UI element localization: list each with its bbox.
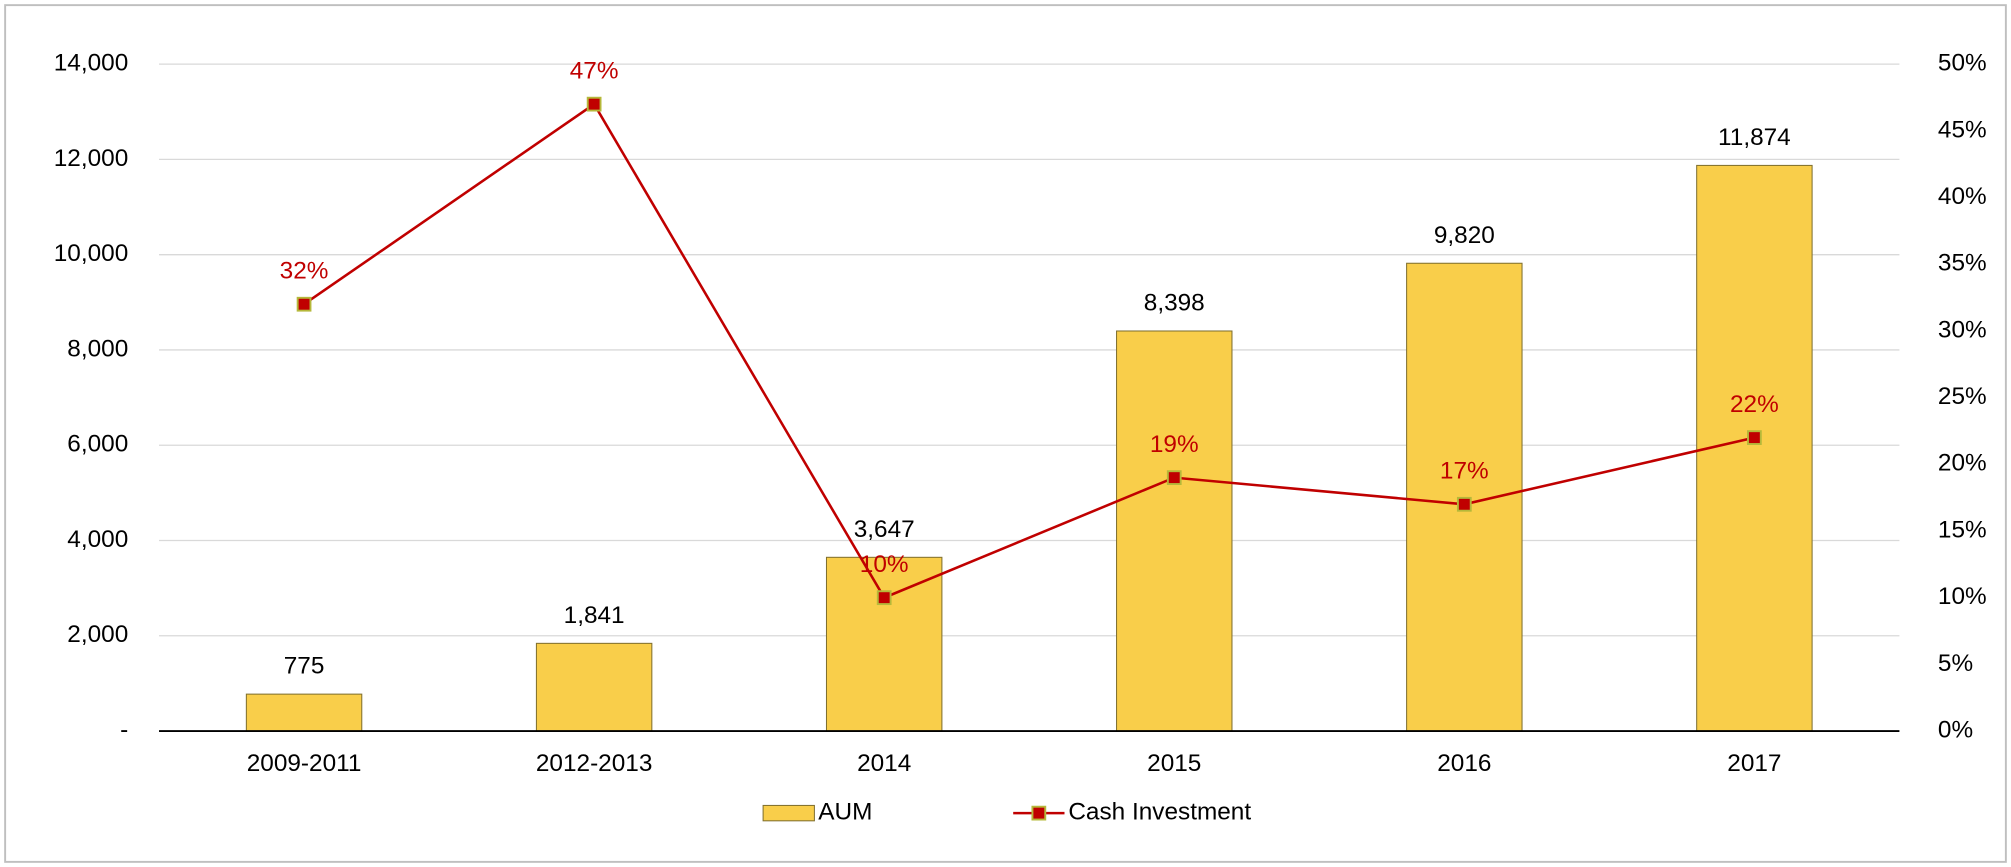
line-marker: [876, 590, 892, 606]
y2-tick-label: 5%: [1938, 650, 1973, 677]
line-marker: [1456, 496, 1472, 512]
bar: [825, 556, 943, 732]
y-tick-label: 14,000: [54, 50, 129, 77]
y-tick-label: 12,000: [54, 145, 129, 172]
line-value-label: 47%: [570, 58, 619, 85]
y-tick-label: 6,000: [67, 431, 128, 458]
x-tick-label: 2009-2011: [247, 750, 362, 777]
line: [303, 102, 1755, 600]
bar-value-label: 11,874: [1718, 124, 1791, 151]
line-value-label: 17%: [1440, 458, 1489, 485]
x-tick-label: 2017: [1727, 750, 1781, 777]
y-tick-label: 4,000: [67, 526, 128, 553]
bar-value-label: 1,841: [564, 602, 625, 629]
x-tick-label: 2014: [857, 750, 911, 777]
legend-marker: [1031, 805, 1047, 821]
line-marker: [1747, 430, 1762, 445]
y2-tick-label: 15%: [1938, 516, 1987, 543]
bar: [1116, 330, 1233, 732]
bar-value-label: 8,398: [1144, 289, 1205, 316]
line-marker: [586, 96, 602, 112]
line-value-label: 22%: [1730, 391, 1779, 418]
y2-tick-label: 10%: [1938, 583, 1987, 610]
line-value-label: 32%: [280, 258, 329, 285]
line-marker: [1166, 470, 1182, 485]
y-tick-label: -: [120, 716, 128, 743]
bar-value-label: 3,647: [854, 516, 915, 543]
bar-value-label: 9,820: [1434, 222, 1495, 249]
bar: [535, 642, 653, 732]
bar: [245, 693, 363, 732]
x-tick-label: 2015: [1147, 750, 1201, 777]
y2-tick-label: 45%: [1938, 116, 1987, 143]
y2-tick-label: 40%: [1938, 183, 1987, 210]
legend-label: Cash Investment: [1068, 799, 1251, 826]
x-tick-label: 2016: [1437, 750, 1491, 777]
y2-tick-label: 0%: [1938, 716, 1973, 743]
x-tick-label: 2012-2013: [536, 750, 653, 777]
y2-tick-label: 35%: [1938, 250, 1987, 277]
y2-tick-label: 25%: [1938, 383, 1987, 410]
y2-tick-label: 20%: [1938, 450, 1987, 477]
legend-label: AUM: [818, 799, 872, 826]
line-value-label: 10%: [860, 551, 909, 578]
y2-tick-label: 30%: [1938, 316, 1987, 343]
y-tick-label: 2,000: [67, 621, 128, 648]
bar-value-label: 775: [284, 653, 325, 680]
y-tick-label: 10,000: [54, 240, 129, 267]
y-tick-label: 8,000: [67, 335, 128, 362]
legend-swatch: [762, 804, 815, 822]
y2-tick-label: 50%: [1938, 50, 1987, 77]
bar: [1696, 164, 1813, 732]
line-marker: [296, 296, 312, 312]
line-value-label: 19%: [1150, 431, 1199, 458]
